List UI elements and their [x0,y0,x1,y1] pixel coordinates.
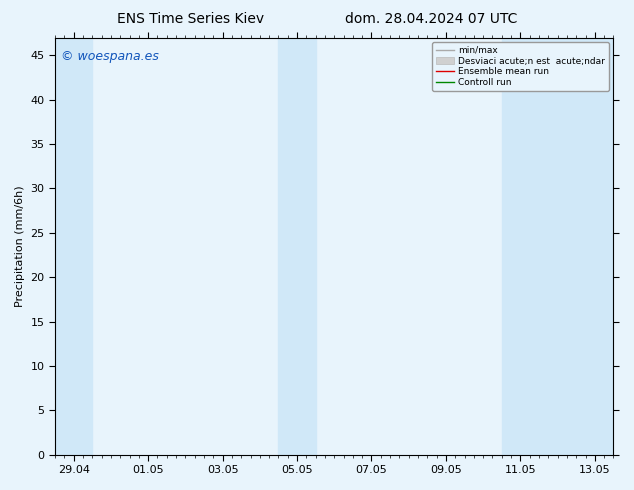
Text: dom. 28.04.2024 07 UTC: dom. 28.04.2024 07 UTC [345,12,517,26]
Text: © woespana.es: © woespana.es [61,50,158,63]
Legend: min/max, Desviaci acute;n est  acute;ndar, Ensemble mean run, Controll run: min/max, Desviaci acute;n est acute;ndar… [432,42,609,91]
Bar [55,38,93,455]
Bar [501,38,614,455]
Text: ENS Time Series Kiev: ENS Time Series Kiev [117,12,264,26]
Y-axis label: Precipitation (mm/6h): Precipitation (mm/6h) [15,185,25,307]
Bar [278,38,316,455]
